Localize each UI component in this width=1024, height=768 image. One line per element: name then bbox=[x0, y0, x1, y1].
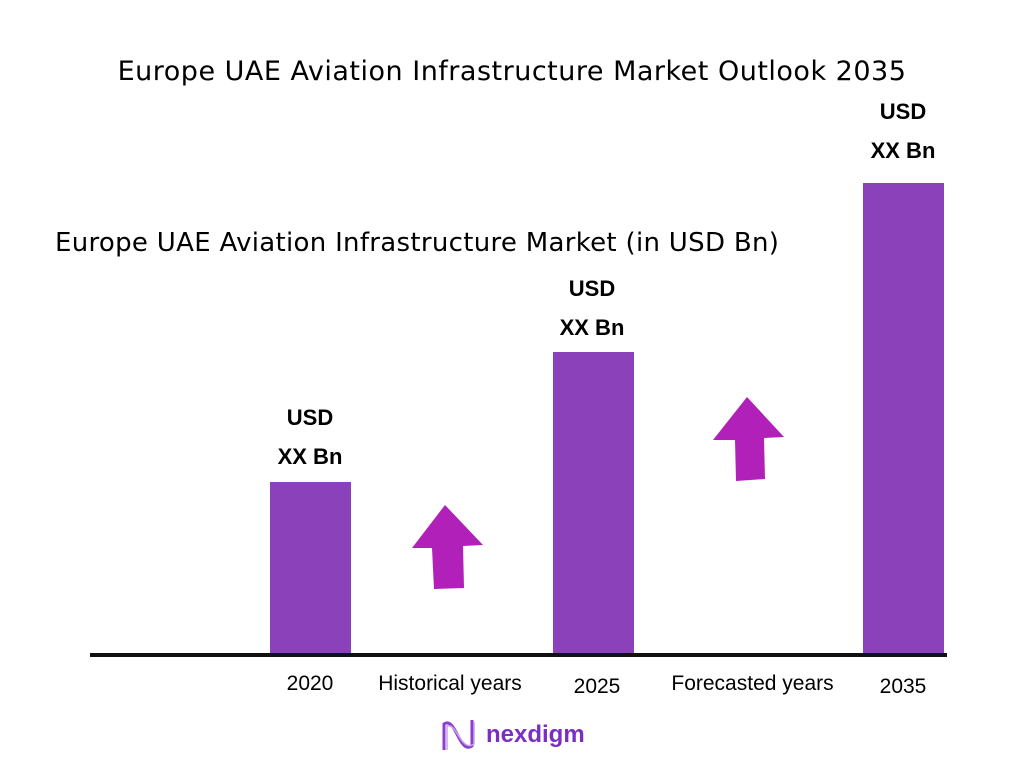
data-label-2020: USD XX Bn bbox=[250, 398, 370, 476]
up-arrow-icon bbox=[713, 397, 784, 481]
brand-name: nexdigm bbox=[486, 721, 585, 748]
data-label-line1: USD bbox=[568, 276, 616, 301]
nexdigm-wave-icon bbox=[442, 720, 475, 750]
x-tick-2020: 2020 bbox=[286, 672, 334, 695]
data-label-line2: XX Bn bbox=[277, 444, 343, 469]
bar-2020 bbox=[270, 482, 351, 655]
period-label-forecasted: Forecasted years bbox=[671, 672, 834, 695]
period-label-historical: Historical years bbox=[378, 672, 522, 695]
x-axis-line bbox=[90, 653, 947, 657]
bar-2035 bbox=[863, 183, 944, 655]
data-label-2025: USD XX Bn bbox=[532, 269, 652, 347]
chart-title: Europe UAE Aviation Infrastructure Marke… bbox=[117, 56, 907, 87]
data-label-line1: USD bbox=[286, 405, 334, 430]
data-label-2035: USD XX Bn bbox=[843, 92, 963, 170]
x-tick-2025: 2025 bbox=[573, 675, 621, 698]
x-tick-2035: 2035 bbox=[879, 675, 927, 698]
nexdigm-logo: nexdigm bbox=[440, 718, 585, 752]
bar-2025 bbox=[553, 352, 634, 655]
up-arrow-icon bbox=[412, 505, 483, 589]
data-label-line1: USD bbox=[879, 99, 927, 124]
data-label-line2: XX Bn bbox=[870, 138, 936, 163]
chart-subtitle: Europe UAE Aviation Infrastructure Marke… bbox=[55, 228, 780, 258]
data-label-line2: XX Bn bbox=[559, 315, 625, 340]
